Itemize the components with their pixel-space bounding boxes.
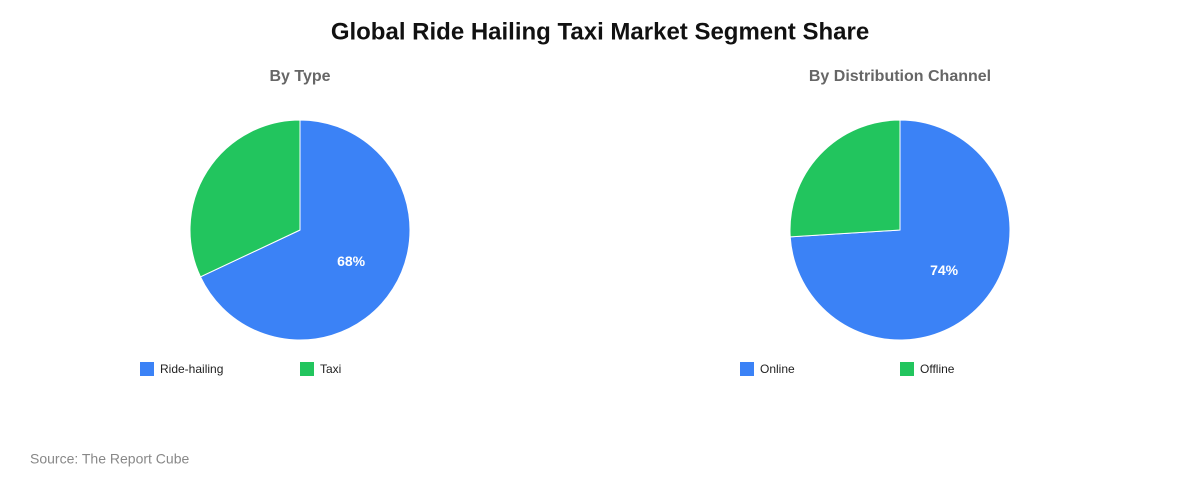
legend-label: Ride-hailing: [160, 362, 223, 376]
data-label: 74%: [930, 262, 959, 278]
legend-swatch: [900, 362, 914, 376]
chart-title: By Type: [269, 68, 330, 85]
pie-slice: [199, 119, 411, 341]
legend-swatch: [300, 362, 314, 376]
legend-label: Online: [760, 362, 795, 376]
legend-label: Offline: [920, 362, 955, 376]
legend-label: Taxi: [320, 362, 341, 376]
data-label: 68%: [337, 253, 366, 269]
legend-swatch: [140, 362, 154, 376]
source: Source: The Report Cube: [30, 451, 189, 467]
pie-slice: [189, 119, 301, 278]
pie-slice: [789, 119, 901, 238]
legend-swatch: [740, 362, 754, 376]
page-title: Global Ride Hailing Taxi Market Segment …: [331, 18, 869, 45]
chart-title: By Distribution Channel: [809, 68, 991, 85]
